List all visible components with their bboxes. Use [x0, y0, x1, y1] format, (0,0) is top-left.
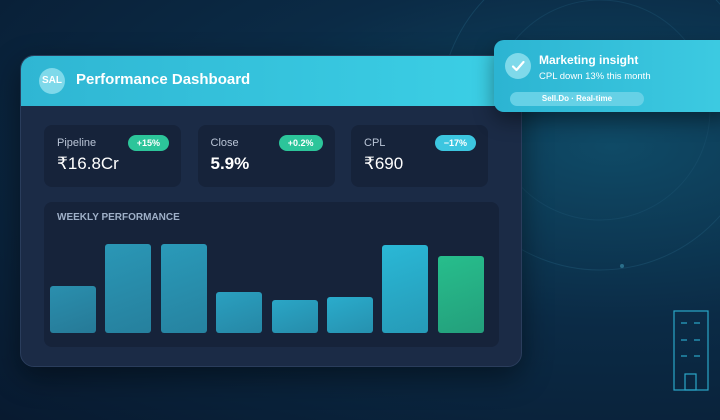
kpi-card: CPL ₹690 −17% — [351, 125, 488, 187]
bar — [105, 244, 152, 333]
kpi-label: CPL — [364, 137, 386, 149]
kpi-delta: +15% — [127, 135, 169, 151]
notification-tag: Sell.Do · Real-time — [510, 92, 644, 106]
dashboard-card: SAL Performance Dashboard WEEKLY PERFORM… — [20, 55, 522, 367]
kpi-delta: −17% — [434, 135, 476, 151]
header-title: Performance Dashboard — [76, 71, 251, 88]
bar — [160, 244, 207, 333]
check-icon — [505, 53, 531, 79]
notification-title: Marketing insight — [539, 53, 639, 67]
bar — [50, 286, 96, 333]
kpi-value: 5.9% — [210, 154, 250, 173]
header: SAL Performance Dashboard — [21, 56, 521, 106]
bar — [327, 297, 373, 333]
notification[interactable]: Marketing insight CPL down 13% this mont… — [494, 40, 720, 112]
avatar: SAL — [39, 68, 65, 94]
bar — [437, 256, 484, 333]
kpi-label: Close — [210, 137, 239, 149]
notification-text: CPL down 13% this month — [539, 71, 651, 82]
chart-title: WEEKLY PERFORMANCE — [57, 212, 180, 223]
kpi-card: Close 5.9% +0.2% — [197, 125, 335, 187]
kpi-value: ₹16.8Cr — [57, 154, 119, 173]
bar — [216, 292, 263, 333]
bar — [382, 245, 429, 333]
kpi-value: ₹690 — [364, 154, 404, 173]
chart-panel: WEEKLY PERFORMANCE — [44, 202, 499, 347]
kpi-card: Pipeline ₹16.8Cr +15% — [44, 125, 181, 187]
kpi-label: Pipeline — [57, 137, 97, 149]
kpi-delta: +0.2% — [278, 135, 323, 151]
bar — [271, 300, 318, 333]
